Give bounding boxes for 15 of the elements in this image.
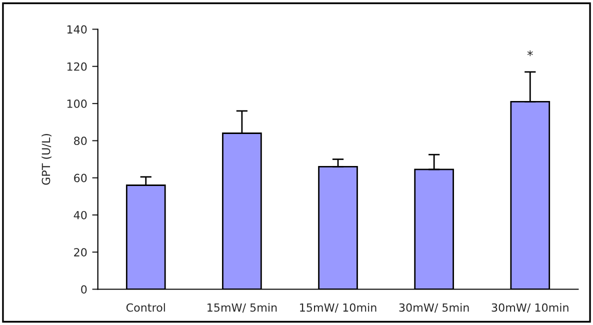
x-tick-label: 30mW/ 5min [399, 303, 469, 313]
x-tick-label: Control [126, 303, 165, 312]
y-axis-title: GPT (U/L) [42, 134, 52, 185]
y-tick-label: 120 [67, 62, 87, 71]
annotation: * [527, 50, 533, 56]
y-tick-label: 60 [74, 174, 87, 182]
x-tick-label: 15mW/ 10min [300, 303, 376, 313]
y-tick-label: 40 [74, 210, 87, 220]
x-tick-label: 30mW/ 10min [492, 303, 568, 313]
y-tick-label: 80 [74, 136, 87, 146]
y-tick-label: 0 [81, 285, 87, 294]
x-tick-label: 15mW/ 5min [208, 303, 277, 313]
y-tick-label: 20 [74, 248, 87, 256]
y-tick-label: 100 [67, 100, 87, 108]
y-tick-label: 140 [67, 25, 87, 34]
